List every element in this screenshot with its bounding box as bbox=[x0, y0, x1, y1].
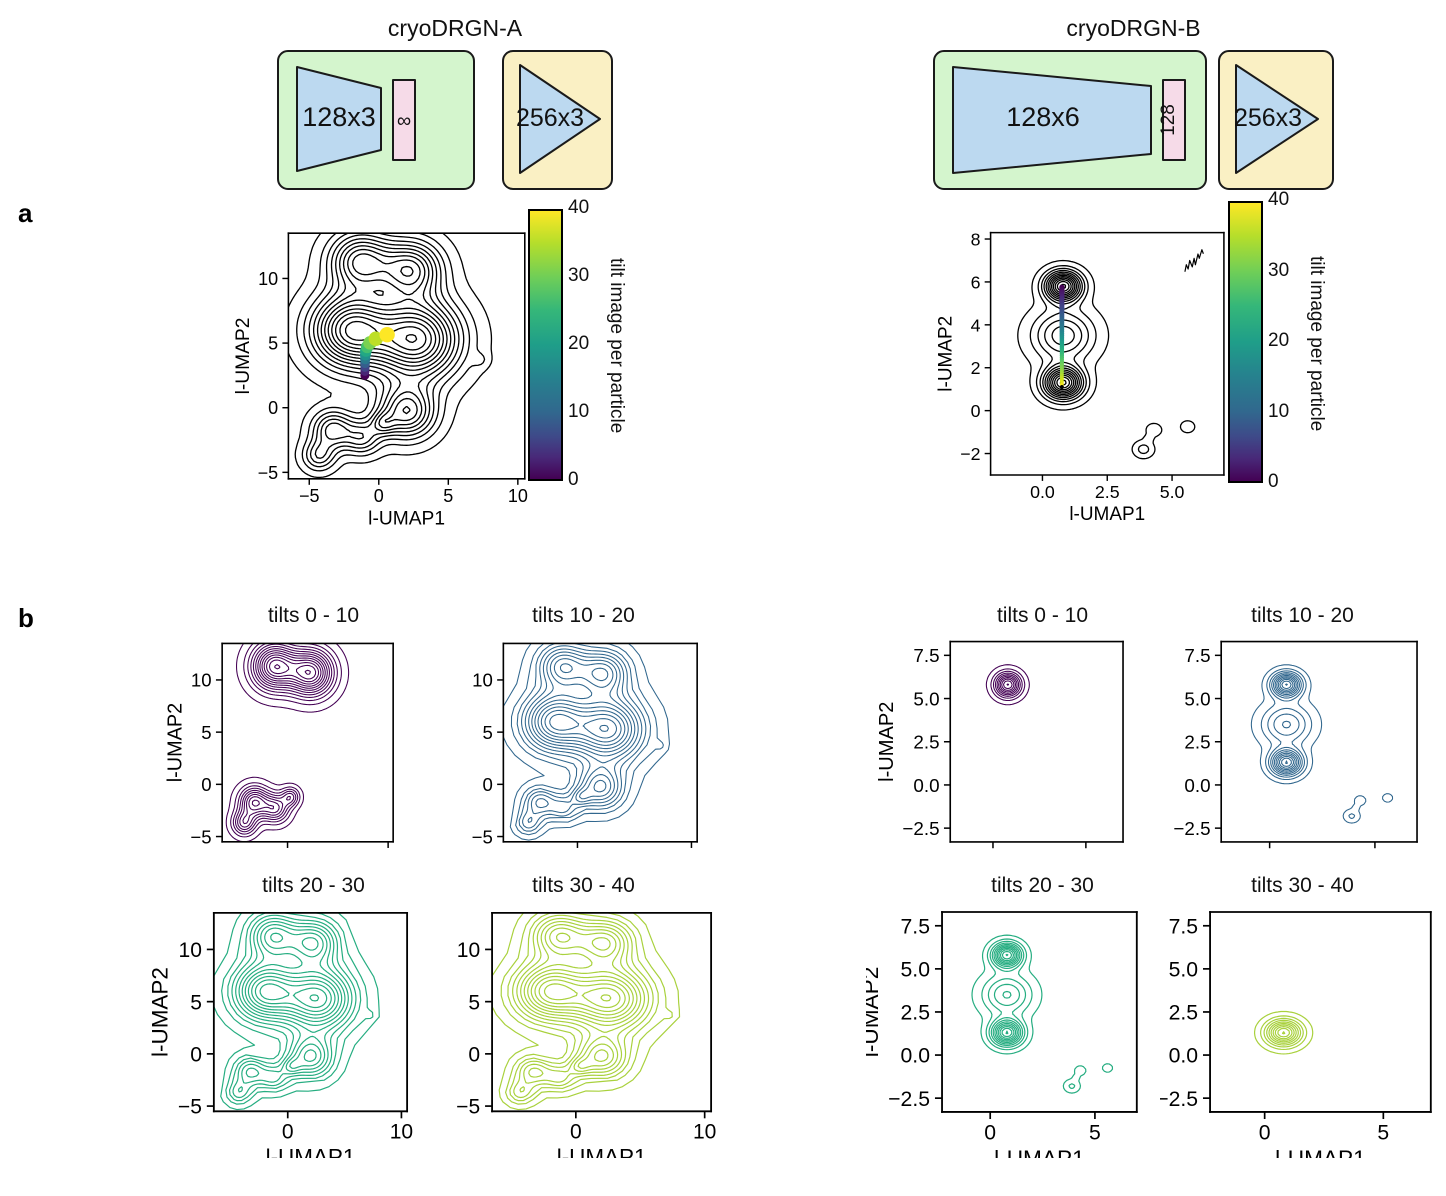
svg-text:0: 0 bbox=[201, 774, 211, 795]
svg-text:5: 5 bbox=[443, 486, 453, 506]
svg-text:5: 5 bbox=[482, 722, 492, 743]
svg-text:0.0: 0.0 bbox=[914, 774, 940, 795]
svg-text:4: 4 bbox=[971, 315, 981, 335]
svg-text:5.0: 5.0 bbox=[1184, 688, 1210, 709]
svg-text:∞: ∞ bbox=[397, 110, 411, 132]
svg-text:0: 0 bbox=[282, 1121, 294, 1144]
svg-text:0: 0 bbox=[374, 486, 384, 506]
svg-text:l-UMAP2: l-UMAP2 bbox=[233, 318, 254, 395]
svg-text:10: 10 bbox=[390, 1121, 413, 1144]
svg-text:5: 5 bbox=[1089, 1121, 1101, 1144]
svg-text:0: 0 bbox=[468, 1044, 480, 1067]
svg-text:−2.5: −2.5 bbox=[1173, 817, 1210, 838]
svg-text:5: 5 bbox=[201, 722, 211, 743]
svg-text:l-UMAP1: l-UMAP1 bbox=[1069, 504, 1145, 525]
svg-text:l-UMAP2: l-UMAP2 bbox=[148, 968, 173, 1058]
svg-text:−5: −5 bbox=[456, 1096, 480, 1119]
svg-text:l-UMAP1: l-UMAP1 bbox=[368, 509, 445, 530]
svg-text:10: 10 bbox=[191, 669, 212, 690]
svg-text:8: 8 bbox=[971, 229, 981, 249]
svg-text:10: 10 bbox=[457, 939, 480, 962]
svg-text:10: 10 bbox=[472, 669, 493, 690]
svg-text:5: 5 bbox=[1377, 1121, 1389, 1144]
svg-text:0: 0 bbox=[482, 774, 492, 795]
svg-text:0: 0 bbox=[971, 401, 981, 421]
svg-text:−5: −5 bbox=[190, 826, 211, 847]
svg-text:5.0: 5.0 bbox=[1169, 958, 1198, 981]
svg-text:0.0: 0.0 bbox=[1169, 1044, 1198, 1067]
svg-text:0: 0 bbox=[570, 1121, 582, 1144]
svg-text:7.5: 7.5 bbox=[1169, 915, 1198, 938]
svg-text:l-UMAP1: l-UMAP1 bbox=[994, 1145, 1085, 1158]
svg-text:−5: −5 bbox=[178, 1096, 202, 1119]
svg-text:−2.5: −2.5 bbox=[1160, 1087, 1198, 1110]
svg-text:7.5: 7.5 bbox=[914, 645, 940, 666]
svg-text:−5: −5 bbox=[258, 463, 279, 483]
svg-text:−2.5: −2.5 bbox=[903, 817, 940, 838]
svg-text:7.5: 7.5 bbox=[901, 915, 930, 938]
svg-text:5.0: 5.0 bbox=[901, 958, 930, 981]
svg-text:6: 6 bbox=[971, 272, 981, 292]
svg-text:10: 10 bbox=[508, 486, 528, 506]
svg-text:0: 0 bbox=[984, 1121, 996, 1144]
svg-text:−5: −5 bbox=[471, 826, 492, 847]
svg-text:5.0: 5.0 bbox=[1160, 482, 1185, 502]
svg-text:256x3: 256x3 bbox=[516, 104, 584, 132]
svg-text:l-UMAP2: l-UMAP2 bbox=[866, 966, 883, 1057]
svg-text:0: 0 bbox=[190, 1044, 202, 1067]
svg-text:l-UMAP2: l-UMAP2 bbox=[876, 701, 898, 781]
svg-text:2.5: 2.5 bbox=[1095, 482, 1120, 502]
svg-text:l-UMAP2: l-UMAP2 bbox=[936, 316, 957, 392]
svg-text:0: 0 bbox=[1259, 1121, 1271, 1144]
svg-text:2.5: 2.5 bbox=[914, 731, 940, 752]
svg-text:2.5: 2.5 bbox=[1184, 731, 1210, 752]
svg-text:5.0: 5.0 bbox=[914, 688, 940, 709]
svg-text:5: 5 bbox=[268, 334, 278, 354]
svg-text:10: 10 bbox=[693, 1121, 716, 1144]
svg-text:128x6: 128x6 bbox=[1006, 102, 1080, 132]
svg-text:2.5: 2.5 bbox=[901, 1001, 930, 1024]
svg-text:5: 5 bbox=[190, 992, 202, 1015]
svg-text:256x3: 256x3 bbox=[1234, 104, 1302, 132]
svg-text:7.5: 7.5 bbox=[1184, 645, 1210, 666]
svg-text:0.0: 0.0 bbox=[901, 1044, 930, 1067]
svg-text:0: 0 bbox=[268, 398, 278, 418]
svg-text:2.5: 2.5 bbox=[1169, 1001, 1198, 1024]
svg-text:5: 5 bbox=[468, 992, 480, 1015]
svg-text:l-UMAP2: l-UMAP2 bbox=[164, 703, 186, 782]
svg-text:l-UMAP1: l-UMAP1 bbox=[265, 1145, 355, 1158]
svg-text:128x3: 128x3 bbox=[302, 102, 376, 132]
svg-text:−5: −5 bbox=[299, 486, 320, 506]
svg-text:l-UMAP1: l-UMAP1 bbox=[557, 1145, 647, 1158]
svg-text:−2.5: −2.5 bbox=[888, 1087, 930, 1110]
svg-text:2: 2 bbox=[971, 358, 981, 378]
svg-text:0.0: 0.0 bbox=[1030, 482, 1055, 502]
svg-text:−2: −2 bbox=[960, 444, 980, 464]
svg-text:0.0: 0.0 bbox=[1184, 774, 1210, 795]
svg-text:10: 10 bbox=[258, 269, 278, 289]
svg-text:l-UMAP1: l-UMAP1 bbox=[1275, 1145, 1366, 1158]
svg-text:10: 10 bbox=[178, 939, 201, 962]
svg-text:128: 128 bbox=[1158, 104, 1179, 136]
